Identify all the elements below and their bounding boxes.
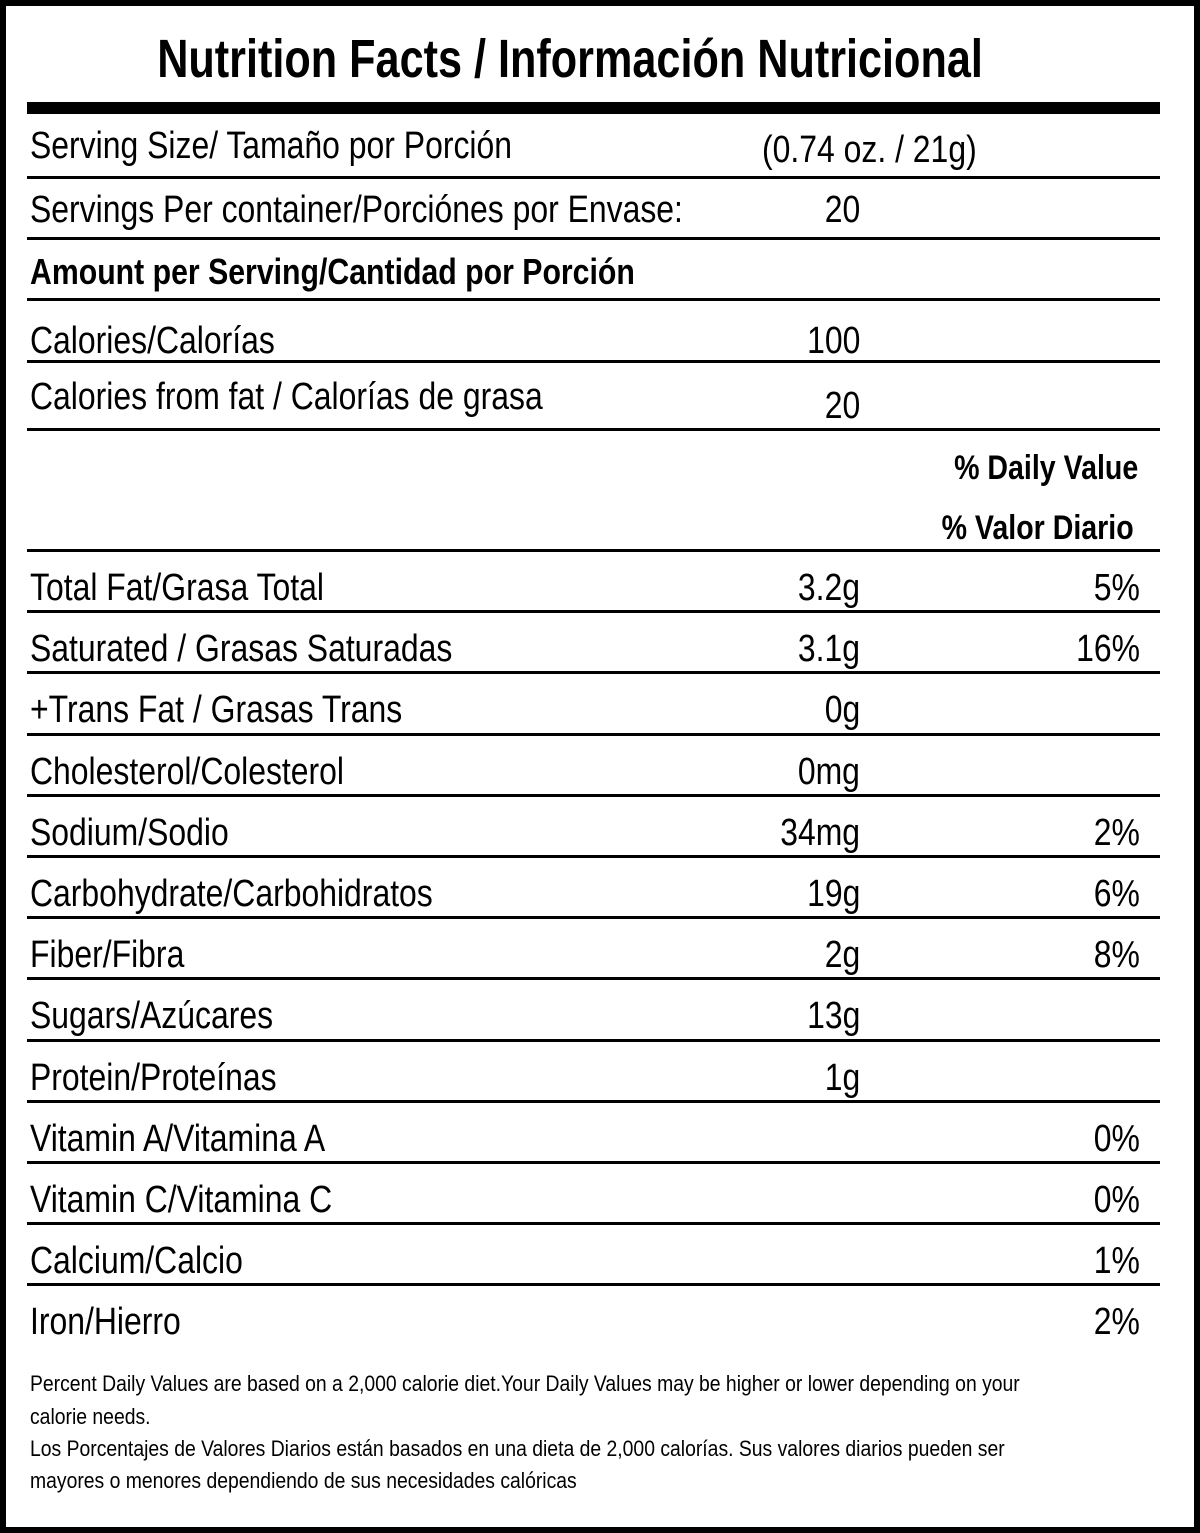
servings-per-container-value: 20 (824, 189, 860, 231)
nutrient-label: Saturated / Grasas Saturadas (30, 628, 453, 670)
divider (27, 1161, 1160, 1164)
nutrient-amount: 0mg (797, 751, 860, 793)
nutrient-label: Sugars/Azúcares (30, 995, 274, 1037)
nutrient-daily-value: 5% (1093, 567, 1140, 609)
divider (27, 1039, 1160, 1042)
footnote-line: mayores o menores dependiendo de sus nec… (30, 1468, 577, 1493)
servings-per-container-label: Servings Per container/Porciónes por Env… (30, 189, 683, 231)
footnote-line: Percent Daily Values are based on a 2,00… (30, 1371, 1020, 1396)
divider (27, 360, 1160, 363)
calories-label: Calories/Calorías (30, 320, 275, 362)
divider (27, 671, 1160, 674)
nutrient-daily-value: 8% (1093, 934, 1140, 976)
nutrient-amount: 13g (806, 995, 860, 1037)
title-text: Nutrition Facts / Información Nutriciona… (157, 29, 983, 89)
divider (27, 549, 1160, 552)
thick-divider (27, 102, 1160, 114)
nutrient-daily-value: 0% (1093, 1179, 1140, 1221)
amount-per-serving-heading: Amount per Serving/Cantidad por Porción (30, 251, 635, 292)
nutrient-label: Vitamin A/Vitamina A (30, 1118, 326, 1160)
serving-size-label: Serving Size/ Tamaño por Porción (30, 125, 513, 167)
divider (27, 916, 1160, 919)
nutrient-label: Iron/Hierro (30, 1301, 181, 1343)
nutrient-amount: 2g (824, 934, 860, 976)
divider (27, 428, 1160, 431)
nutrient-label: Cholesterol/Colesterol (30, 751, 345, 793)
nutrient-label: Sodium/Sodio (30, 812, 229, 854)
divider (27, 237, 1160, 240)
page-title: Nutrition Facts / Información Nutriciona… (0, 28, 1140, 90)
nutrient-daily-value: 1% (1093, 1240, 1140, 1282)
nutrient-daily-value: 2% (1093, 1301, 1140, 1343)
nutrient-label: +Trans Fat / Grasas Trans (30, 689, 403, 731)
divider (27, 298, 1160, 301)
divider (27, 176, 1160, 179)
divider (27, 977, 1160, 980)
nutrient-daily-value: 0% (1093, 1118, 1140, 1160)
footnote-line: Los Porcentajes de Valores Diarios están… (30, 1436, 1005, 1461)
nutrient-amount: 3.1g (797, 628, 860, 670)
calories-value: 100 (806, 320, 860, 362)
nutrient-amount: 3.2g (797, 567, 860, 609)
nutrient-daily-value: 16% (1076, 628, 1140, 670)
daily-value-header-en: % Daily Value (953, 449, 1138, 487)
divider (27, 610, 1160, 613)
nutrient-amount: 19g (806, 873, 860, 915)
nutrient-daily-value: 6% (1093, 873, 1140, 915)
serving-size-value: (0.74 oz. / 21g) (762, 129, 977, 171)
divider (27, 1283, 1160, 1286)
divider (27, 1222, 1160, 1225)
daily-value-header-es: % Valor Diario (941, 509, 1134, 547)
nutrient-amount: 0g (824, 689, 860, 731)
calories-from-fat-label: Calories from fat / Calorías de grasa (30, 376, 543, 418)
nutrient-label: Calcium/Calcio (30, 1240, 243, 1282)
calories-from-fat-value: 20 (824, 385, 860, 427)
divider (27, 1100, 1160, 1103)
divider (27, 733, 1160, 736)
nutrient-label: Vitamin C/Vitamina C (30, 1179, 333, 1221)
footnote-line: calorie needs. (30, 1404, 151, 1429)
nutrient-label: Protein/Proteínas (30, 1057, 277, 1099)
divider (27, 794, 1160, 797)
nutrient-label: Fiber/Fibra (30, 934, 185, 976)
nutrient-daily-value: 2% (1093, 812, 1140, 854)
nutrient-label: Total Fat/Grasa Total (30, 567, 324, 609)
nutrient-amount: 34mg (780, 812, 860, 854)
divider (27, 855, 1160, 858)
nutrient-amount: 1g (824, 1057, 860, 1099)
nutrient-label: Carbohydrate/Carbohidratos (30, 873, 433, 915)
